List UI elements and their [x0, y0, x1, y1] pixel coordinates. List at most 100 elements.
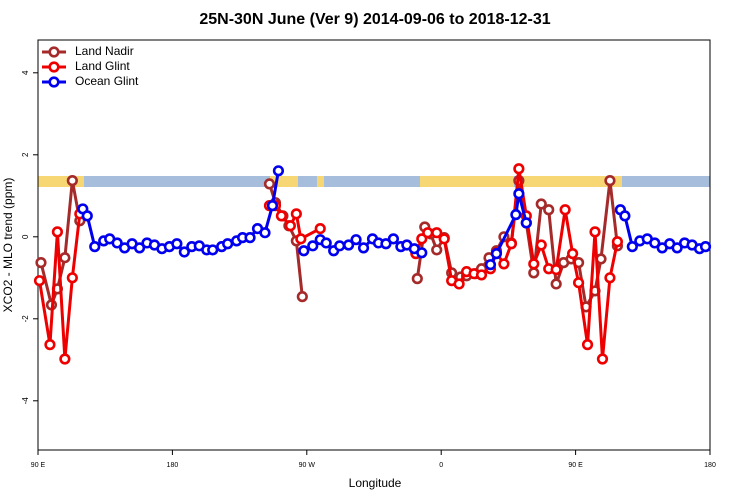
x-tick-label: 90 W — [299, 462, 316, 469]
data-point — [284, 220, 296, 232]
data-point — [35, 257, 47, 269]
data-point — [133, 242, 146, 254]
x-tick-label: 180 — [167, 462, 179, 469]
data-point — [272, 165, 285, 177]
data-point — [263, 178, 276, 190]
y-tick-label: 4 — [21, 70, 30, 75]
data-point — [505, 238, 517, 250]
data-point — [510, 209, 522, 221]
data-point — [298, 245, 310, 257]
data-point — [513, 188, 525, 200]
data-point — [528, 267, 540, 279]
data-point — [350, 234, 362, 246]
x-axis-label: Longitude — [349, 476, 402, 490]
data-point — [535, 198, 547, 210]
x-tick-label: 180 — [704, 462, 716, 469]
y-tick-label: 0 — [21, 234, 30, 239]
data-point — [475, 269, 488, 281]
chart-title: 25N-30N June (Ver 9) 2014-09-06 to 2018-… — [199, 11, 550, 28]
data-point — [387, 233, 400, 245]
x-tick-label: 0 — [439, 462, 443, 469]
data-point — [498, 258, 510, 270]
data-point — [416, 247, 428, 259]
data-point — [266, 200, 279, 212]
data-point — [171, 238, 183, 250]
data-point — [604, 175, 616, 187]
data-point — [619, 210, 631, 222]
land-strip — [38, 176, 84, 187]
data-point — [207, 244, 219, 256]
data-point — [89, 241, 101, 253]
y-tick-label: 2 — [21, 152, 30, 157]
land-ocean-strip — [38, 176, 710, 187]
data-point — [589, 226, 601, 238]
legend-marker — [48, 76, 60, 88]
data-point — [438, 233, 450, 245]
data-point — [295, 233, 307, 245]
y-tick-label: -2 — [21, 315, 30, 323]
legend-label: Land Glint — [75, 59, 130, 73]
data-point — [81, 210, 93, 222]
land-strip — [522, 176, 622, 187]
data-point — [275, 210, 288, 222]
data-point — [431, 244, 443, 256]
data-point — [550, 278, 562, 290]
data-point — [513, 163, 525, 175]
land-strip — [270, 176, 298, 187]
data-point — [671, 242, 683, 254]
land-strip — [420, 176, 514, 187]
data-point — [290, 208, 302, 220]
data-point — [484, 259, 497, 271]
data-point — [490, 248, 503, 260]
data-point — [528, 258, 540, 270]
data-point — [581, 339, 594, 351]
data-point — [59, 252, 71, 264]
x-tick-label: 90 E — [31, 462, 46, 469]
data-point — [543, 204, 555, 216]
data-point — [51, 226, 64, 238]
data-point — [649, 237, 661, 249]
data-point — [314, 223, 326, 235]
y-axis-label: XCO2 - MLO trend (ppm) — [1, 178, 15, 313]
data-point — [244, 232, 256, 244]
data-point — [33, 275, 46, 287]
data-point — [550, 264, 562, 276]
data-point — [559, 204, 571, 216]
data-point — [604, 272, 616, 284]
land-strip — [317, 176, 324, 187]
data-point — [357, 242, 370, 254]
data-point — [59, 353, 71, 365]
data-point — [380, 238, 392, 250]
data-point — [320, 237, 332, 249]
data-point — [222, 238, 234, 250]
data-point — [611, 236, 624, 248]
data-point — [596, 353, 609, 365]
ocean-strip — [38, 176, 710, 187]
data-point — [699, 241, 712, 253]
data-point — [334, 240, 346, 252]
data-point — [66, 175, 78, 187]
data-point — [411, 273, 423, 285]
legend-marker — [48, 61, 60, 73]
legend-marker — [48, 46, 60, 58]
data-point — [567, 248, 579, 260]
data-point — [307, 240, 319, 252]
data-point — [296, 291, 308, 303]
data-point — [422, 227, 434, 239]
data-point — [44, 339, 56, 351]
data-point — [178, 246, 190, 258]
legend-label: Land Nadir — [75, 44, 134, 58]
data-point — [572, 277, 585, 289]
data-point — [626, 241, 638, 253]
data-point — [453, 278, 465, 290]
legend-label: Ocean Glint — [75, 74, 139, 88]
series — [33, 163, 624, 365]
x-tick-label: 90 E — [568, 462, 583, 469]
data-point — [520, 217, 532, 229]
data-point — [259, 227, 271, 239]
data-point — [535, 239, 547, 251]
data-point — [111, 237, 123, 249]
y-tick-label: -4 — [21, 397, 30, 405]
data-point — [66, 272, 78, 284]
